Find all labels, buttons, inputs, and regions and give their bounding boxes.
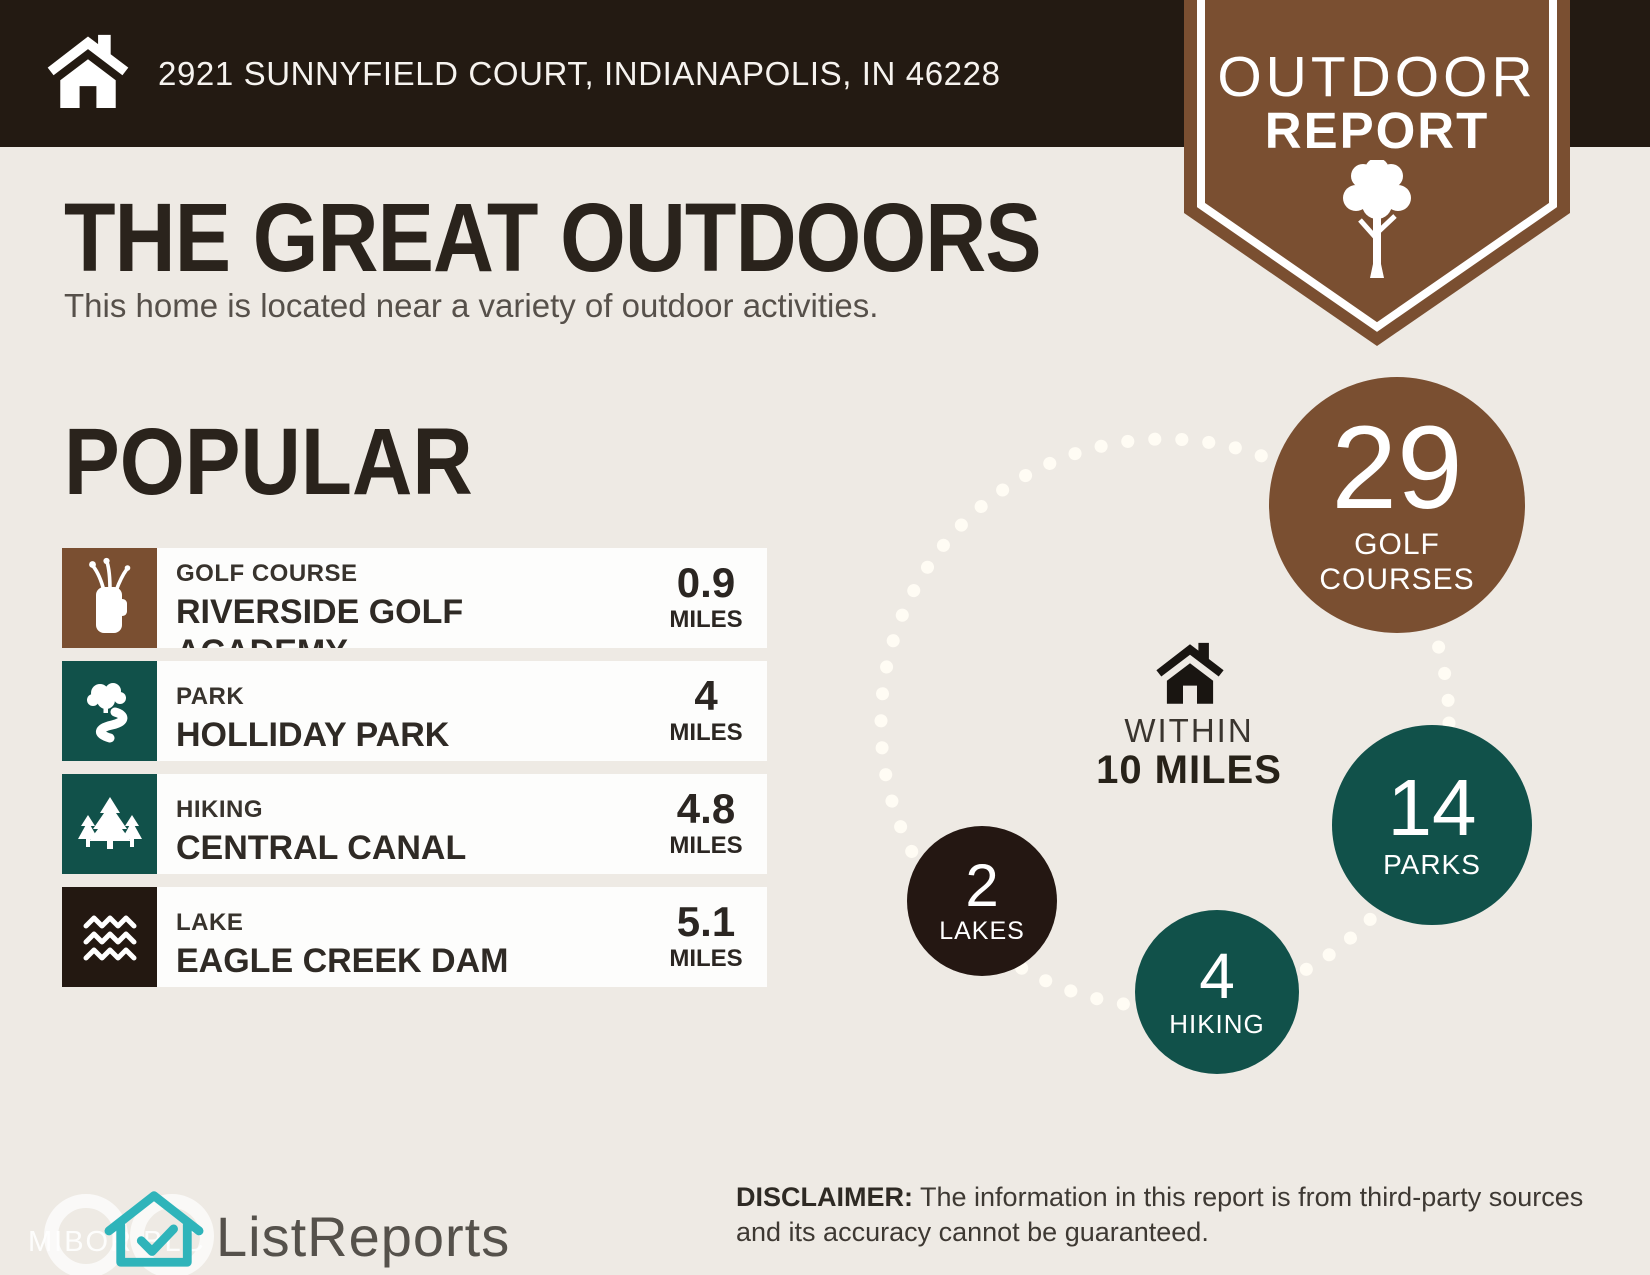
stat-value: 4 xyxy=(1199,939,1235,1012)
stat-value: 14 xyxy=(1387,763,1477,852)
distance-unit: MILES xyxy=(669,945,743,972)
item-category: GOLF COURSE xyxy=(176,560,358,587)
list-item-park: PARK HOLLIDAY PARK 4 MILES xyxy=(62,661,767,761)
disclaimer-label: DISCLAIMER: xyxy=(736,1182,913,1212)
distance-value: 4 xyxy=(694,672,718,719)
stat-circle-hiking: 4 HIKING xyxy=(1135,910,1299,1074)
waves-icon xyxy=(62,887,157,987)
tree-icon xyxy=(1343,160,1411,278)
stat-label: LAKES xyxy=(939,916,1025,945)
item-category: LAKE xyxy=(176,909,244,936)
item-distance: 5.1 MILES xyxy=(645,887,767,987)
list-item-hiking: HIKING CENTRAL CANAL TOWPATH 4.8 MILES xyxy=(62,774,767,874)
home-icon xyxy=(1156,642,1224,704)
item-distance: 4.8 MILES xyxy=(645,774,767,874)
distance-unit: MILES xyxy=(669,719,743,746)
pine-trees-icon xyxy=(62,774,157,874)
stat-label: HIKING xyxy=(1169,1008,1265,1039)
distance-value: 4.8 xyxy=(676,785,736,832)
distance-unit: MILES xyxy=(669,832,743,859)
stat-value: 2 xyxy=(965,851,999,919)
radius-caption-line2: 10 MILES xyxy=(1096,748,1282,792)
stat-label: GOLF COURSES xyxy=(1319,528,1475,596)
item-category: HIKING xyxy=(176,796,263,823)
item-name: CENTRAL CANAL TOWPATH xyxy=(176,829,466,874)
list-item-golf-course: GOLF COURSE RIVERSIDE GOLF ACADEMY 0.9 M… xyxy=(62,548,767,648)
distance-unit: MILES xyxy=(669,606,743,633)
home-icon xyxy=(47,34,129,108)
list-item-lake: LAKE EAGLE CREEK DAM 5.1 MILES xyxy=(62,887,767,987)
listreports-brand-text: ListReports xyxy=(216,1205,511,1268)
outdoor-report-badge: OUTDOOR REPORT xyxy=(1184,0,1570,348)
stat-circle-parks: 14 PARKS xyxy=(1332,725,1532,925)
badge-title-line2: REPORT xyxy=(1264,102,1490,159)
stat-value: 29 xyxy=(1331,402,1463,534)
distance-value: 5.1 xyxy=(676,898,736,945)
item-category: PARK xyxy=(176,683,245,710)
distance-value: 0.9 xyxy=(676,559,736,606)
item-distance: 4 MILES xyxy=(645,661,767,761)
page-subtitle: This home is located near a variety of o… xyxy=(64,287,879,324)
page-title: THE GREAT OUTDOORS xyxy=(64,183,1042,292)
popular-heading: POPULAR xyxy=(64,409,473,515)
item-name: RIVERSIDE GOLF ACADEMY xyxy=(176,593,464,648)
golf-bag-icon xyxy=(62,548,157,648)
park-tree-icon xyxy=(62,661,157,761)
stat-label: PARKS xyxy=(1383,849,1481,880)
disclaimer-text: The information in this report is from t… xyxy=(736,1182,1584,1247)
item-name: EAGLE CREEK DAM xyxy=(176,942,509,980)
listreports-logo-icon xyxy=(104,1191,204,1267)
item-distance: 0.9 MILES xyxy=(645,548,767,648)
property-address: 2921 SUNNYFIELD COURT, INDIANAPOLIS, IN … xyxy=(158,54,1001,92)
radius-caption-line1: WITHIN xyxy=(1124,712,1254,749)
disclaimer: DISCLAIMER: The information in this repo… xyxy=(736,1180,1616,1250)
badge-title-line1: OUTDOOR xyxy=(1217,45,1537,109)
item-name: HOLLIDAY PARK xyxy=(176,716,450,754)
popular-list: GOLF COURSE RIVERSIDE GOLF ACADEMY 0.9 M… xyxy=(62,548,767,1000)
stat-circle-lakes: 2 LAKES xyxy=(907,826,1057,976)
stat-circle-golf-courses: 29 GOLF COURSES xyxy=(1269,377,1525,633)
